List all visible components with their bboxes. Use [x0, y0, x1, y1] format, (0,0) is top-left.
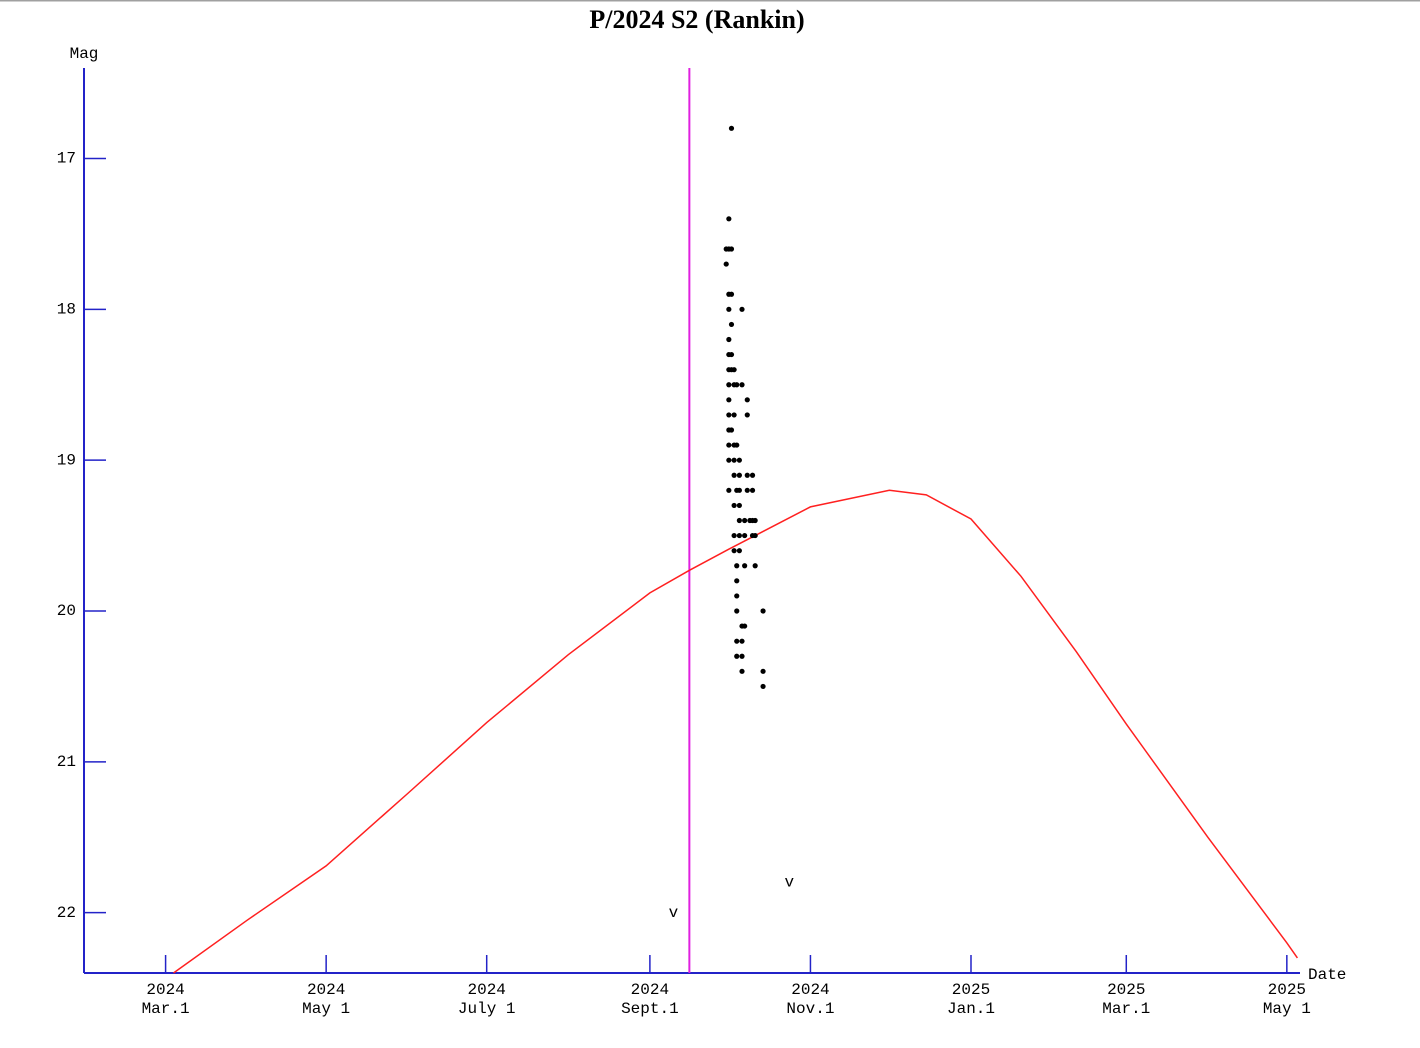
observation-point [749, 472, 756, 478]
observation-point [726, 487, 732, 493]
observation-point [731, 457, 737, 463]
observation-point [726, 336, 732, 343]
x-tick-year: 2024 [307, 981, 345, 999]
observation-point [752, 532, 758, 539]
x-tick-year: 2024 [467, 981, 505, 999]
observation-point [744, 487, 750, 493]
x-axis-label: Date [1308, 966, 1346, 984]
observation-point [736, 457, 742, 463]
x-tick-date: May 1 [1263, 1000, 1311, 1018]
chart-title: P/2024 S2 (Rankin) [589, 5, 804, 34]
y-tick-label: 19 [57, 451, 76, 469]
observation-point [760, 683, 766, 690]
observation-point [742, 623, 748, 629]
upper-limit: v [784, 874, 794, 892]
observation-point [739, 653, 745, 659]
observation-point [736, 472, 742, 478]
observation-point [726, 412, 732, 418]
x-tick-date: Mar.1 [142, 1000, 190, 1018]
prediction-curve [173, 489, 1299, 974]
y-tick-label: 21 [57, 753, 76, 771]
observation-point [728, 427, 735, 433]
observation-point [734, 442, 740, 448]
x-tick-label: 2024 Nov.1 [786, 981, 834, 1018]
observation-point [726, 397, 732, 403]
x-tick-date: May 1 [302, 1000, 350, 1018]
observation-point [731, 472, 737, 478]
observation-point [728, 321, 735, 328]
observation-point [728, 291, 735, 297]
x-tick-label: 2025 May 1 [1263, 981, 1311, 1018]
observation-point [736, 532, 742, 539]
observation-point [723, 261, 729, 267]
x-tick-label: 2025 Mar.1 [1102, 981, 1150, 1018]
y-tick-label: 18 [57, 301, 76, 319]
x-tick-date: Sept.1 [621, 1000, 679, 1018]
observation-point [734, 608, 740, 614]
x-tick-label: 2024 Mar.1 [142, 981, 190, 1018]
x-tick-label: 2024 May 1 [302, 981, 350, 1018]
observation-point [744, 472, 750, 478]
x-tick-label: 2024 Sept.1 [621, 981, 679, 1018]
observation-point [739, 668, 745, 674]
observation-point [728, 125, 735, 131]
observation-point [731, 367, 737, 373]
observation-point [736, 548, 742, 554]
observation-point [726, 457, 732, 463]
observation-point [739, 638, 745, 644]
x-tick-year: 2025 [1107, 981, 1145, 999]
observation-point [731, 502, 737, 509]
observation-point [760, 608, 766, 614]
observation-point [728, 351, 735, 358]
y-tick-label: 17 [57, 150, 76, 168]
x-tick-date: July 1 [458, 1000, 516, 1018]
observation-point [726, 382, 732, 388]
x-tick-year: 2025 [952, 981, 990, 999]
observation-point [726, 216, 732, 222]
observation-point [749, 487, 756, 493]
observation-point [734, 382, 740, 388]
observation-point [760, 668, 766, 674]
observation-point [731, 412, 737, 418]
observation-point [734, 563, 740, 569]
observation-point [728, 246, 735, 252]
x-tick-date: Jan.1 [947, 1000, 995, 1018]
observation-point [736, 487, 742, 493]
x-tick-year: 2025 [1268, 981, 1306, 999]
observation-point [742, 532, 748, 539]
x-tick-year: 2024 [631, 981, 669, 999]
x-tick-year: 2024 [791, 981, 829, 999]
observation-point [736, 517, 742, 524]
observation-point [742, 563, 748, 569]
observation-point [744, 412, 750, 418]
observation-point [739, 306, 745, 312]
observation-point [731, 548, 737, 554]
observation-point [744, 397, 750, 403]
observation-point [739, 382, 745, 388]
observation-point [726, 442, 732, 448]
x-tick-label: 2024 July 1 [458, 981, 516, 1018]
x-tick-date: Nov.1 [786, 1000, 834, 1018]
observation-point [752, 517, 758, 524]
observation-point [734, 593, 740, 599]
x-tick-date: Mar.1 [1102, 1000, 1150, 1018]
observation-point [726, 306, 732, 312]
observation-point [734, 578, 740, 584]
observation-point [736, 502, 742, 509]
y-axis-label: Mag [70, 45, 99, 63]
x-tick-label: 2025 Jan.1 [947, 981, 995, 1018]
x-tick-year: 2024 [146, 981, 184, 999]
observation-point [734, 638, 740, 644]
upper-limit: v [669, 904, 679, 922]
y-tick-label: 20 [57, 602, 76, 620]
observation-point [742, 517, 748, 524]
observation-point [731, 532, 737, 539]
y-tick-label: 22 [57, 904, 76, 922]
observation-point [734, 653, 740, 659]
observation-point [752, 563, 758, 569]
